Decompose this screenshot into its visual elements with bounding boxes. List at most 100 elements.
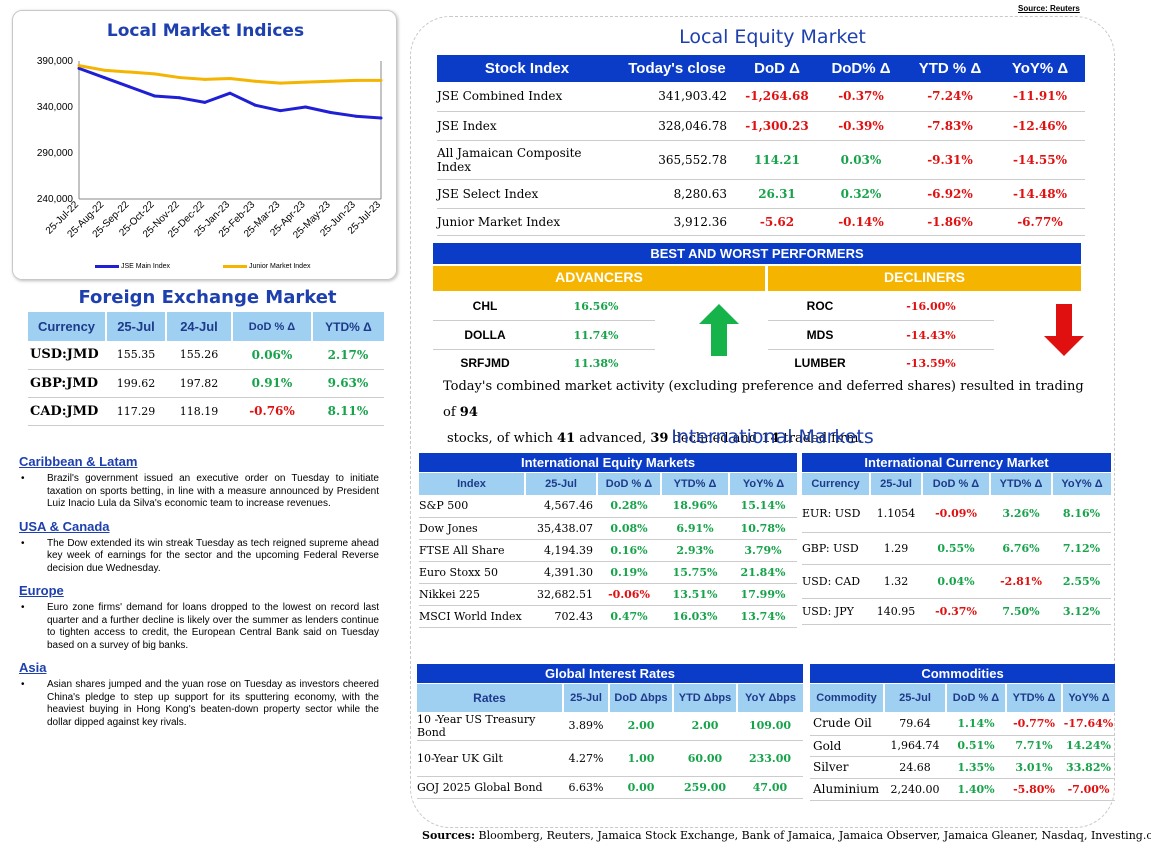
intl-eq-value: 4,391.30 (544, 565, 593, 579)
equity-index-name: JSE Index (437, 118, 497, 133)
equity-col-ytd: YTD % Δ (905, 55, 995, 82)
comm-col-date: 25-Jul (884, 684, 947, 712)
news-section: Caribbean & Latam Brazil's government iss… (19, 448, 379, 737)
jse-main-point (278, 109, 282, 113)
equity-ytd: -1.86% (927, 214, 973, 229)
junior-point (379, 78, 383, 82)
intl-fx-pair: USD: CAD (802, 574, 861, 588)
intl-equity-row: S&P 500 4,567.46 0.28% 18.96% 15.14% (419, 495, 797, 517)
rates-col-yoy: YoY Δbps (737, 684, 803, 712)
intl-fx-col-ytd: YTD% Δ (990, 473, 1053, 495)
advancer-item: CHL 16.56% (433, 292, 655, 321)
junior-point (278, 81, 282, 85)
intl-equity-header-row: Index 25-Jul DoD % Δ YTD% Δ YoY% Δ (419, 473, 797, 495)
intl-eq-yoy: 21.84% (740, 565, 786, 579)
comm-yoy: -17.64% (1063, 716, 1114, 730)
intl-eq-value: 702.43 (554, 609, 594, 623)
equity-yoy: -12.46% (1013, 118, 1067, 133)
equity-ytd: -7.24% (927, 89, 973, 104)
intl-eq-name: Nikkei 225 (419, 587, 480, 601)
fx-currency: GBP:JMD (30, 375, 99, 391)
fx-row: GBP:JMD 199.62 197.82 0.91% 9.63% (28, 369, 384, 397)
intl-eq-dod: 0.19% (610, 565, 648, 579)
summary-advanced: 41 (557, 431, 576, 446)
summary-text-2: stocks, of which (447, 431, 558, 446)
news-heading: Asia (19, 660, 47, 675)
rates-name: 10-Year UK Gilt (417, 751, 503, 765)
comm-dod: 1.14% (957, 716, 995, 730)
comm-ytd: 3.01% (1015, 760, 1053, 774)
rates-value: 4.27% (568, 751, 604, 765)
intl-eq-dod: 0.08% (610, 521, 648, 535)
intl-fx-pair: EUR: USD (802, 506, 861, 520)
jse-main-point (304, 105, 307, 109)
intl-equity-row: Dow Jones 35,438.07 0.08% 6.91% 10.78% (419, 517, 797, 539)
comm-name: Gold (813, 738, 842, 753)
intl-fx-row: GBP: USD 1.29 0.55% 6.76% 7.12% (802, 532, 1111, 564)
rates-dod: 0.00 (627, 780, 655, 794)
intl-fx-header-row: Currency 25-Jul DoD % Δ YTD% Δ YoY% Δ (802, 473, 1111, 495)
sources-text: Bloomberg, Reuters, Jamaica Stock Exchan… (475, 829, 1151, 842)
equity-dod: -1,264.68 (745, 89, 809, 104)
intl-eq-dod: 0.47% (610, 609, 648, 623)
comm-col-ytd: YTD% Δ (1006, 684, 1063, 712)
intl-eq-yoy: 13.74% (740, 609, 786, 623)
intl-eq-value: 32,682.51 (537, 587, 593, 601)
intl-fx-yoy: 7.12% (1062, 541, 1101, 555)
fx-ytd: 9.63% (327, 376, 369, 390)
summary-text-4: declined and (668, 431, 762, 446)
advancer-item: DOLLA 11.74% (433, 321, 655, 350)
intl-eq-name: FTSE All Share (419, 543, 505, 557)
junior-point (178, 76, 182, 80)
equity-row: JSE Index 328,046.78 -1,300.23 -0.39% -7.83%… (437, 111, 1085, 140)
intl-fx-ytd: -2.81% (1000, 574, 1042, 588)
junior-point (228, 76, 232, 80)
decliner-change: -13.59% (906, 356, 956, 370)
rates-title: Global Interest Rates (417, 664, 803, 683)
advancer-change: 11.74% (573, 328, 619, 342)
rates-col-dod: DoD Δbps (609, 684, 674, 712)
chart-title: Local Market Indices (106, 21, 305, 41)
news-heading: USA & Canada (19, 518, 110, 534)
equity-close: 341,903.42 (658, 89, 727, 104)
equity-dod: 26.31 (758, 186, 796, 201)
intl-fx-dod: 0.55% (937, 541, 975, 555)
y-tick-label: 290,000 (37, 148, 74, 159)
comm-value: 2,240.00 (890, 782, 940, 796)
jse-main-point (102, 76, 106, 80)
rates-col-date: 25-Jul (563, 684, 610, 712)
comm-ytd: -5.80% (1013, 782, 1055, 796)
fx-ytd: 2.17% (327, 347, 369, 362)
news-heading: Europe (19, 583, 64, 598)
commodities-row: Silver 24.68 1.35% 3.01% 33.82% (810, 756, 1115, 778)
rates-dod: 1.00 (627, 751, 655, 765)
equity-index-name: All Jamaican Composite Index (437, 145, 582, 174)
jse-main-point (329, 111, 333, 115)
comm-col-yoy: YoY% Δ (1062, 684, 1115, 712)
junior-point (253, 79, 257, 83)
decliner-item: MDS -14.43% (768, 321, 994, 350)
summary-line-1: Today's combined market activity (exclud… (443, 374, 1093, 426)
junior-point (153, 72, 156, 76)
comm-col-name: Commodity (810, 684, 885, 712)
rates-row: GOJ 2025 Global Bond 6.63% 0.00 259.00 47.00 (417, 776, 803, 798)
junior-point (304, 80, 307, 84)
equity-ytd: -6.92% (927, 186, 973, 201)
advancer-ticker: CHL (472, 299, 498, 313)
rates-ytd: 60.00 (687, 751, 723, 765)
equity-index-name: JSE Select Index (437, 186, 539, 201)
equity-col-index: Stock Index (437, 55, 617, 82)
intl-equity-row: Nikkei 225 32,682.51 -0.06% 13.51% 17.99% (419, 583, 797, 605)
intl-equity-row: FTSE All Share 4,194.39 0.16% 2.93% 3.79% (419, 539, 797, 561)
equity-close: 3,912.36 (673, 214, 727, 229)
intl-fx-yoy: 2.55% (1062, 574, 1101, 588)
equity-col-close: Today's close (617, 55, 737, 82)
market-summary: Today's combined market activity (exclud… (443, 374, 1093, 452)
intl-equity-row: Euro Stoxx 50 4,391.30 0.19% 15.75% 21.84% (419, 561, 797, 583)
news-text: Euro zone firms' demand for loans droppe… (19, 602, 379, 652)
advancer-change: 11.38% (573, 356, 619, 370)
jse-main-point (127, 85, 131, 89)
summary-firm: 14 (761, 431, 780, 446)
rates-value: 3.89% (568, 719, 604, 733)
fx-header-row: Currency 25-Jul 24-Jul DoD % Δ YTD% Δ (28, 312, 384, 341)
